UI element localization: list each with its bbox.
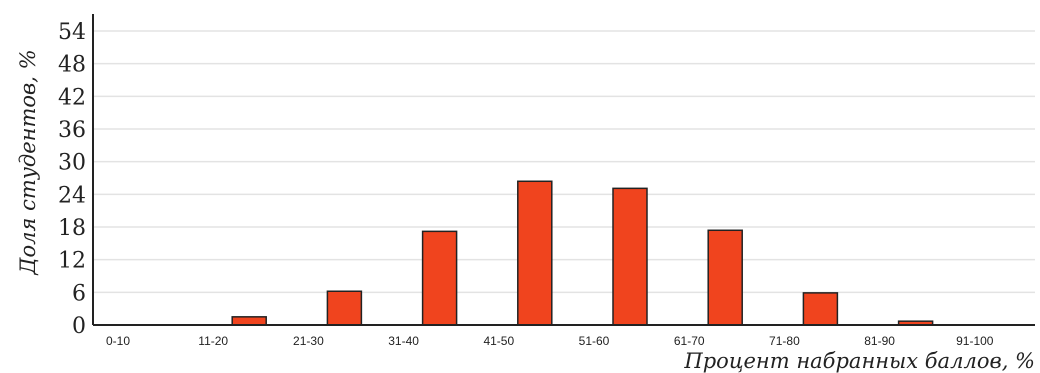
- y-tick-label: 12: [58, 249, 86, 274]
- x-tick-label: 0-10: [106, 334, 130, 348]
- axes: [92, 14, 1035, 326]
- bar-11-20: [231, 316, 267, 326]
- y-tick-label: 24: [58, 183, 86, 208]
- y-tick-label: 36: [58, 118, 86, 143]
- y-tick-label: 6: [72, 281, 86, 306]
- y-tick-label: 48: [58, 53, 86, 78]
- bars: [231, 180, 934, 326]
- bar-61-70: [707, 229, 743, 326]
- x-tick-label: 61-70: [674, 334, 705, 348]
- bar-21-30: [326, 290, 363, 326]
- x-tick-label: 71-80: [769, 334, 800, 348]
- y-tick-labels: 0 6 12 18 24 30 36 42 48 54: [58, 20, 86, 339]
- gridlines: [93, 30, 1035, 294]
- y-tick-label: 30: [58, 151, 86, 176]
- x-tick-label: 21-30: [293, 334, 324, 348]
- y-axis-title: Доля студентов, %: [16, 49, 40, 275]
- x-tick-label: 41-50: [483, 334, 514, 348]
- x-tick-label: 31-40: [388, 334, 419, 348]
- y-tick-label: 0: [72, 314, 86, 339]
- x-tick-labels: 0-10 11-20 21-30 31-40 41-50 51-60 61-70 71-80 8…: [106, 334, 994, 348]
- x-tick-label: 51-60: [579, 334, 610, 348]
- bar-51-60: [612, 187, 648, 326]
- x-tick-label: 91-100: [956, 334, 994, 348]
- bar-31-40: [421, 230, 458, 326]
- x-axis-title: Процент набранных баллов, %: [683, 349, 1035, 373]
- bar-71-80: [802, 292, 839, 326]
- bar-41-50: [517, 180, 553, 326]
- x-tick-label: 11-20: [198, 334, 228, 348]
- y-tick-label: 42: [58, 85, 86, 110]
- x-tick-label: 81-90: [864, 334, 895, 348]
- y-tick-label: 54: [58, 20, 86, 45]
- y-tick-label: 18: [58, 216, 86, 241]
